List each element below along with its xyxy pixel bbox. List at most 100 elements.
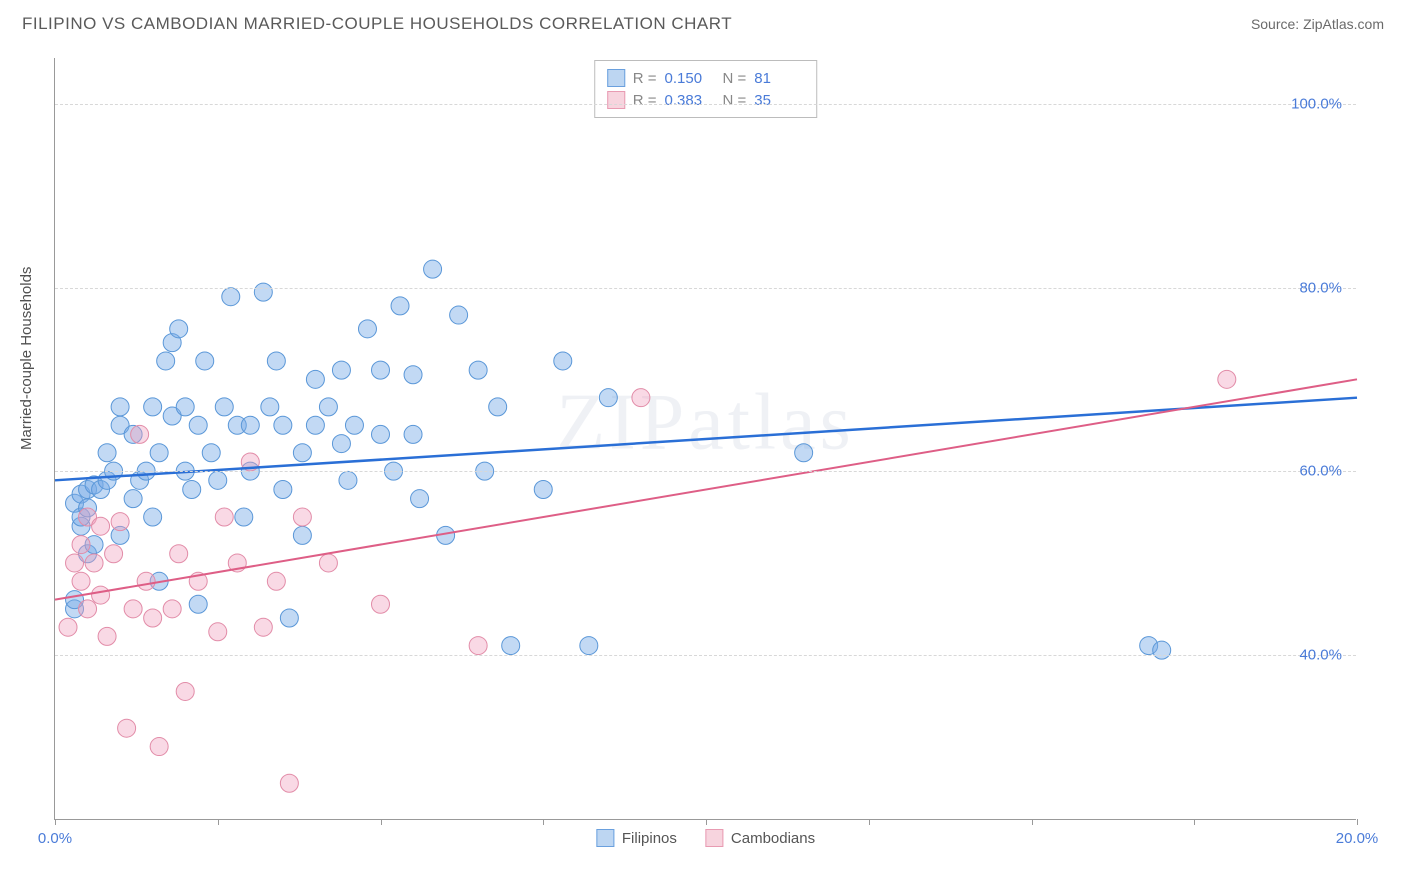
legend-row: R =0.383N =35 <box>607 89 805 111</box>
scatter-point <box>345 416 363 434</box>
scatter-point <box>261 398 279 416</box>
scatter-point <box>267 352 285 370</box>
legend-series-label: Filipinos <box>622 830 677 847</box>
scatter-point <box>332 361 350 379</box>
scatter-point <box>391 297 409 315</box>
legend-series-item: Cambodians <box>705 829 815 847</box>
scatter-point <box>450 306 468 324</box>
y-tick-label: 80.0% <box>1299 279 1356 296</box>
scatter-point <box>274 416 292 434</box>
scatter-point <box>404 425 422 443</box>
scatter-point <box>306 370 324 388</box>
scatter-point <box>124 600 142 618</box>
gridline-h <box>55 471 1356 472</box>
scatter-point <box>163 600 181 618</box>
legend-swatch <box>607 91 625 109</box>
x-tick <box>869 819 870 825</box>
scatter-point <box>189 595 207 613</box>
scatter-point <box>118 719 136 737</box>
scatter-point <box>150 738 168 756</box>
scatter-point <box>795 444 813 462</box>
legend-n-value: 81 <box>754 70 804 87</box>
y-axis-label: Married-couple Households <box>18 267 35 450</box>
scatter-point <box>489 398 507 416</box>
scatter-point <box>98 444 116 462</box>
scatter-point <box>293 526 311 544</box>
scatter-point <box>534 480 552 498</box>
scatter-point <box>469 637 487 655</box>
x-tick <box>706 819 707 825</box>
scatter-point <box>111 513 129 531</box>
scatter-point <box>254 283 272 301</box>
scatter-point <box>293 508 311 526</box>
scatter-point <box>372 361 390 379</box>
legend-swatch <box>607 69 625 87</box>
scatter-point <box>1153 641 1171 659</box>
legend-series-label: Cambodians <box>731 830 815 847</box>
legend-series-item: Filipinos <box>596 829 677 847</box>
scatter-point <box>72 572 90 590</box>
scatter-point <box>92 586 110 604</box>
x-tick <box>543 819 544 825</box>
chart-header: FILIPINO VS CAMBODIAN MARRIED-COUPLE HOU… <box>0 0 1406 44</box>
scatter-point <box>222 288 240 306</box>
trend-line <box>55 379 1357 599</box>
scatter-point <box>241 416 259 434</box>
scatter-point <box>111 398 129 416</box>
x-tick <box>218 819 219 825</box>
legend-n-label: N = <box>723 92 747 109</box>
scatter-point <box>306 416 324 434</box>
scatter-point <box>280 609 298 627</box>
chart-title: FILIPINO VS CAMBODIAN MARRIED-COUPLE HOU… <box>22 14 732 34</box>
x-tick-label: 20.0% <box>1336 830 1379 847</box>
scatter-point <box>502 637 520 655</box>
scatter-point <box>1218 370 1236 388</box>
scatter-point <box>131 425 149 443</box>
scatter-point <box>85 554 103 572</box>
x-tick <box>381 819 382 825</box>
legend-swatch <box>705 829 723 847</box>
scatter-svg <box>55 58 1356 819</box>
scatter-point <box>254 618 272 636</box>
legend-r-value: 0.150 <box>665 70 715 87</box>
gridline-h <box>55 655 1356 656</box>
gridline-h <box>55 104 1356 105</box>
legend-r-value: 0.383 <box>665 92 715 109</box>
scatter-point <box>72 536 90 554</box>
scatter-point <box>79 600 97 618</box>
y-tick-label: 40.0% <box>1299 646 1356 663</box>
scatter-point <box>183 480 201 498</box>
scatter-point <box>293 444 311 462</box>
legend-swatch <box>596 829 614 847</box>
scatter-point <box>411 490 429 508</box>
scatter-point <box>215 508 233 526</box>
scatter-point <box>372 595 390 613</box>
scatter-point <box>372 425 390 443</box>
series-legend: Filipinos Cambodians <box>596 829 815 847</box>
scatter-point <box>124 490 142 508</box>
scatter-point <box>632 389 650 407</box>
scatter-point <box>66 554 84 572</box>
scatter-point <box>189 416 207 434</box>
x-tick <box>1194 819 1195 825</box>
scatter-point <box>98 627 116 645</box>
scatter-point <box>267 572 285 590</box>
scatter-point <box>59 618 77 636</box>
scatter-point <box>580 637 598 655</box>
scatter-point <box>170 320 188 338</box>
trend-line <box>55 398 1357 481</box>
scatter-point <box>274 480 292 498</box>
scatter-point <box>215 398 233 416</box>
scatter-point <box>202 444 220 462</box>
scatter-point <box>280 774 298 792</box>
scatter-point <box>319 398 337 416</box>
scatter-point <box>319 554 337 572</box>
scatter-point <box>137 572 155 590</box>
y-tick-label: 100.0% <box>1291 95 1356 112</box>
scatter-point <box>404 366 422 384</box>
scatter-point <box>150 444 168 462</box>
scatter-point <box>339 471 357 489</box>
scatter-point <box>209 623 227 641</box>
scatter-point <box>157 352 175 370</box>
chart-source: Source: ZipAtlas.com <box>1251 16 1384 32</box>
